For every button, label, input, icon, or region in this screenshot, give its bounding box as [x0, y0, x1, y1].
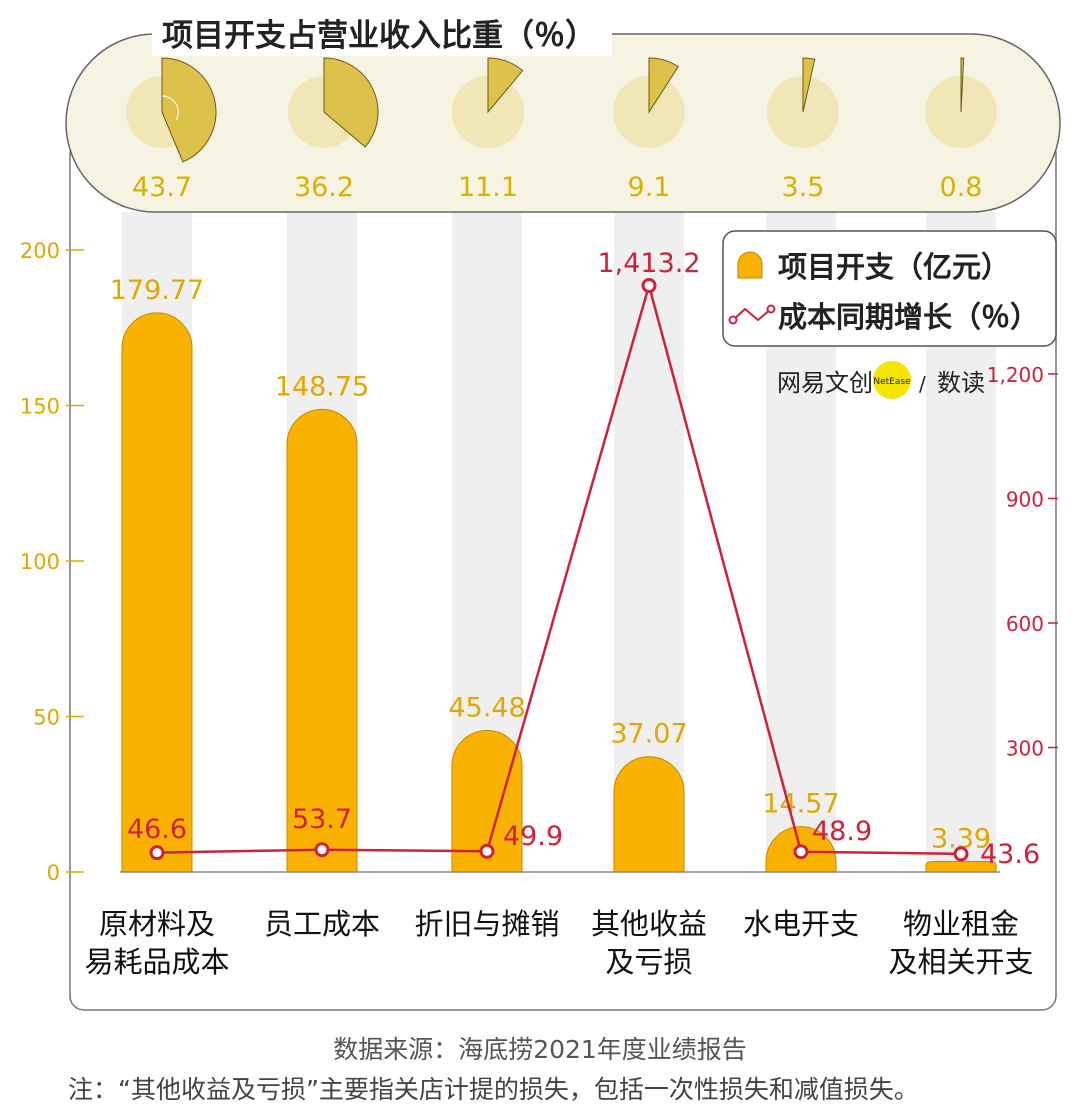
bar-value-label: 14.57: [762, 789, 839, 820]
category-label: 及亏损: [605, 945, 692, 979]
pie-value-label: 43.7: [132, 172, 192, 203]
bar-value-label: 148.75: [275, 371, 369, 402]
right-axis-tick-label: 1,200: [987, 363, 1044, 387]
left-axis-tick-label: 50: [33, 706, 60, 730]
left-axis: 0 50 100 150 200: [20, 239, 84, 885]
bar-value-label: 37.07: [610, 719, 687, 750]
bar: [286, 408, 358, 873]
pie-slice: [802, 57, 816, 113]
growth-value-label: 49.9: [503, 821, 563, 852]
legend-bar-label: 项目开支（亿元）: [778, 250, 1010, 284]
right-axis-tick-label: 600: [1006, 612, 1044, 636]
growth-point: [793, 844, 809, 860]
category-label: 其他收益: [591, 907, 707, 941]
pie-slice: [648, 57, 679, 114]
growth-value-label: 43.6: [980, 839, 1040, 870]
pie-slice: [487, 57, 524, 114]
growth-point: [953, 846, 969, 862]
growth-point: [641, 278, 657, 294]
pie-highlight: [161, 95, 179, 121]
bar: [451, 730, 523, 873]
pie-value-label: 3.5: [782, 172, 825, 203]
legend-line-marker: [728, 315, 738, 325]
legend-line-marker: [766, 304, 776, 314]
pie-panel-title: 项目开支占营业收入比重（％）: [162, 18, 596, 54]
bar: [121, 312, 193, 873]
left-axis-tick-label: 200: [20, 239, 60, 263]
brand-logo: 网易文创 NetEase / 数读: [777, 361, 985, 399]
pie-slice: [960, 57, 965, 113]
left-axis-tick-label: 150: [20, 395, 60, 419]
pie-value-label: 9.1: [628, 172, 671, 203]
right-axis: 300 600 900 1,200: [987, 363, 1058, 761]
category-label: 物业租金: [903, 907, 1019, 941]
left-axis-tick-label: 100: [20, 550, 60, 574]
bar: [925, 860, 997, 873]
pie-slice: [161, 57, 217, 163]
right-axis-tick-label: 900: [1006, 488, 1044, 512]
logo-badge: [873, 361, 911, 399]
category-label: 折旧与摊销: [414, 907, 559, 941]
legend-box: [722, 230, 1057, 347]
logo-product-text: 数读: [937, 369, 985, 397]
growth-line: [156, 280, 962, 856]
growth-point: [149, 845, 165, 861]
category-label: 及相关开支: [888, 945, 1033, 979]
footnote: 注：“其他收益及亏损”主要指关店计提的损失，包括一次性损失和减值损失。: [68, 1075, 919, 1104]
growth-point: [479, 843, 495, 859]
bar: [613, 756, 685, 873]
pie-row: 43.7 36.2 11.1 9.1 3.5 0.8: [126, 57, 997, 203]
growth-value-label: 46.6: [127, 814, 187, 845]
source-note: 数据来源：海底捞2021年度业绩报告: [333, 1035, 747, 1064]
legend: 项目开支（亿元） 成本同期增长（％）: [722, 230, 1057, 347]
category-label: 易耗品成本: [84, 945, 229, 979]
logo-slash: /: [919, 372, 926, 396]
logo-brand-text: 网易文创: [777, 369, 873, 397]
line-series: 46.6 53.7 49.9 1,413.2 48.9 43.6: [127, 248, 1040, 870]
pie-value-label: 0.8: [940, 172, 983, 203]
growth-value-label: 1,413.2: [597, 248, 700, 279]
category-label: 员工成本: [264, 907, 380, 941]
bar-value-label: 45.48: [448, 693, 525, 724]
legend-line-swatch: [732, 307, 772, 322]
left-axis-tick-label: 0: [47, 861, 60, 885]
growth-point: [314, 842, 330, 858]
growth-value-label: 53.7: [292, 804, 352, 835]
pie-panel-title-bg: [152, 12, 612, 56]
right-axis-tick-label: 300: [1006, 737, 1044, 761]
category-label: 水电开支: [743, 907, 859, 941]
category-label: 原材料及: [99, 907, 215, 941]
pie-value-label: 11.1: [458, 172, 518, 203]
legend-line-label: 成本同期增长（％）: [778, 300, 1039, 334]
growth-value-label: 48.9: [812, 816, 872, 847]
pie-value-label: 36.2: [294, 172, 354, 203]
legend-bar-swatch: [737, 251, 763, 279]
logo-badge-text: NetEase: [873, 377, 911, 387]
pie-slice: [323, 57, 379, 148]
bar-value-label: 179.77: [110, 275, 204, 306]
